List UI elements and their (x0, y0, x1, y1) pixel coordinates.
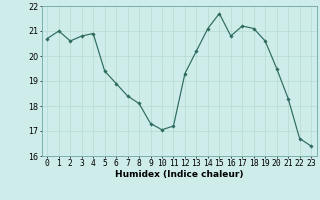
X-axis label: Humidex (Indice chaleur): Humidex (Indice chaleur) (115, 170, 244, 179)
